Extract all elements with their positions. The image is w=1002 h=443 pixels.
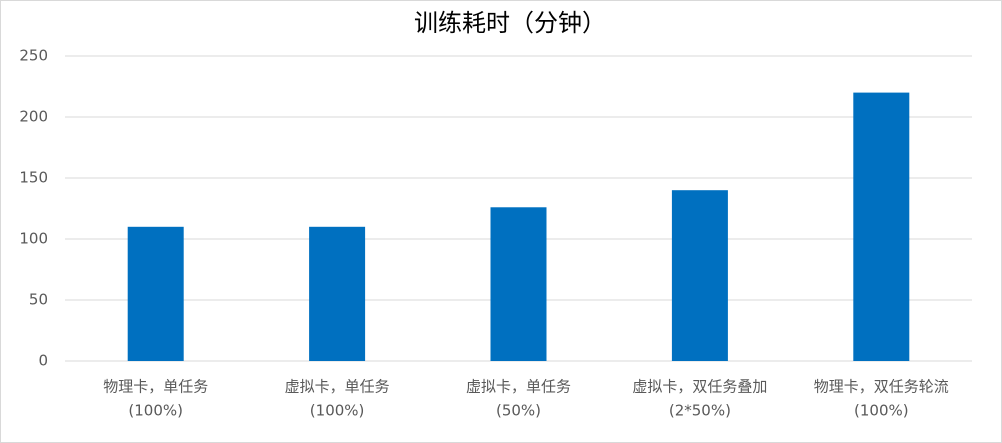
bar — [309, 226, 366, 361]
y-tick-label: 200 — [19, 108, 48, 126]
bar — [671, 190, 728, 361]
x-tick-label: 虚拟卡，双任务叠加 — [632, 378, 767, 396]
x-tick-label: 物理卡，双任务轮流 — [814, 378, 949, 396]
y-tick-label: 50 — [29, 291, 48, 309]
x-tick-label: (50%) — [496, 402, 541, 420]
y-tick-label: 100 — [19, 230, 48, 248]
x-tick-label: 虚拟卡，单任务 — [466, 378, 571, 396]
x-tick-label: (100%) — [128, 402, 183, 420]
x-tick-label: 虚拟卡，单任务 — [285, 378, 390, 396]
x-tick-label: 物理卡，单任务 — [103, 378, 208, 396]
bar — [490, 207, 547, 361]
bar — [853, 92, 910, 361]
bar — [127, 226, 184, 361]
x-tick-label: (2*50%) — [669, 402, 731, 420]
y-tick-label: 0 — [38, 352, 48, 370]
y-tick-label: 250 — [19, 47, 48, 65]
x-tick-label: (100%) — [310, 402, 365, 420]
y-tick-label: 150 — [19, 169, 48, 187]
x-tick-label: (100%) — [854, 402, 909, 420]
chart-title: 训练耗时（分钟） — [414, 9, 606, 37]
